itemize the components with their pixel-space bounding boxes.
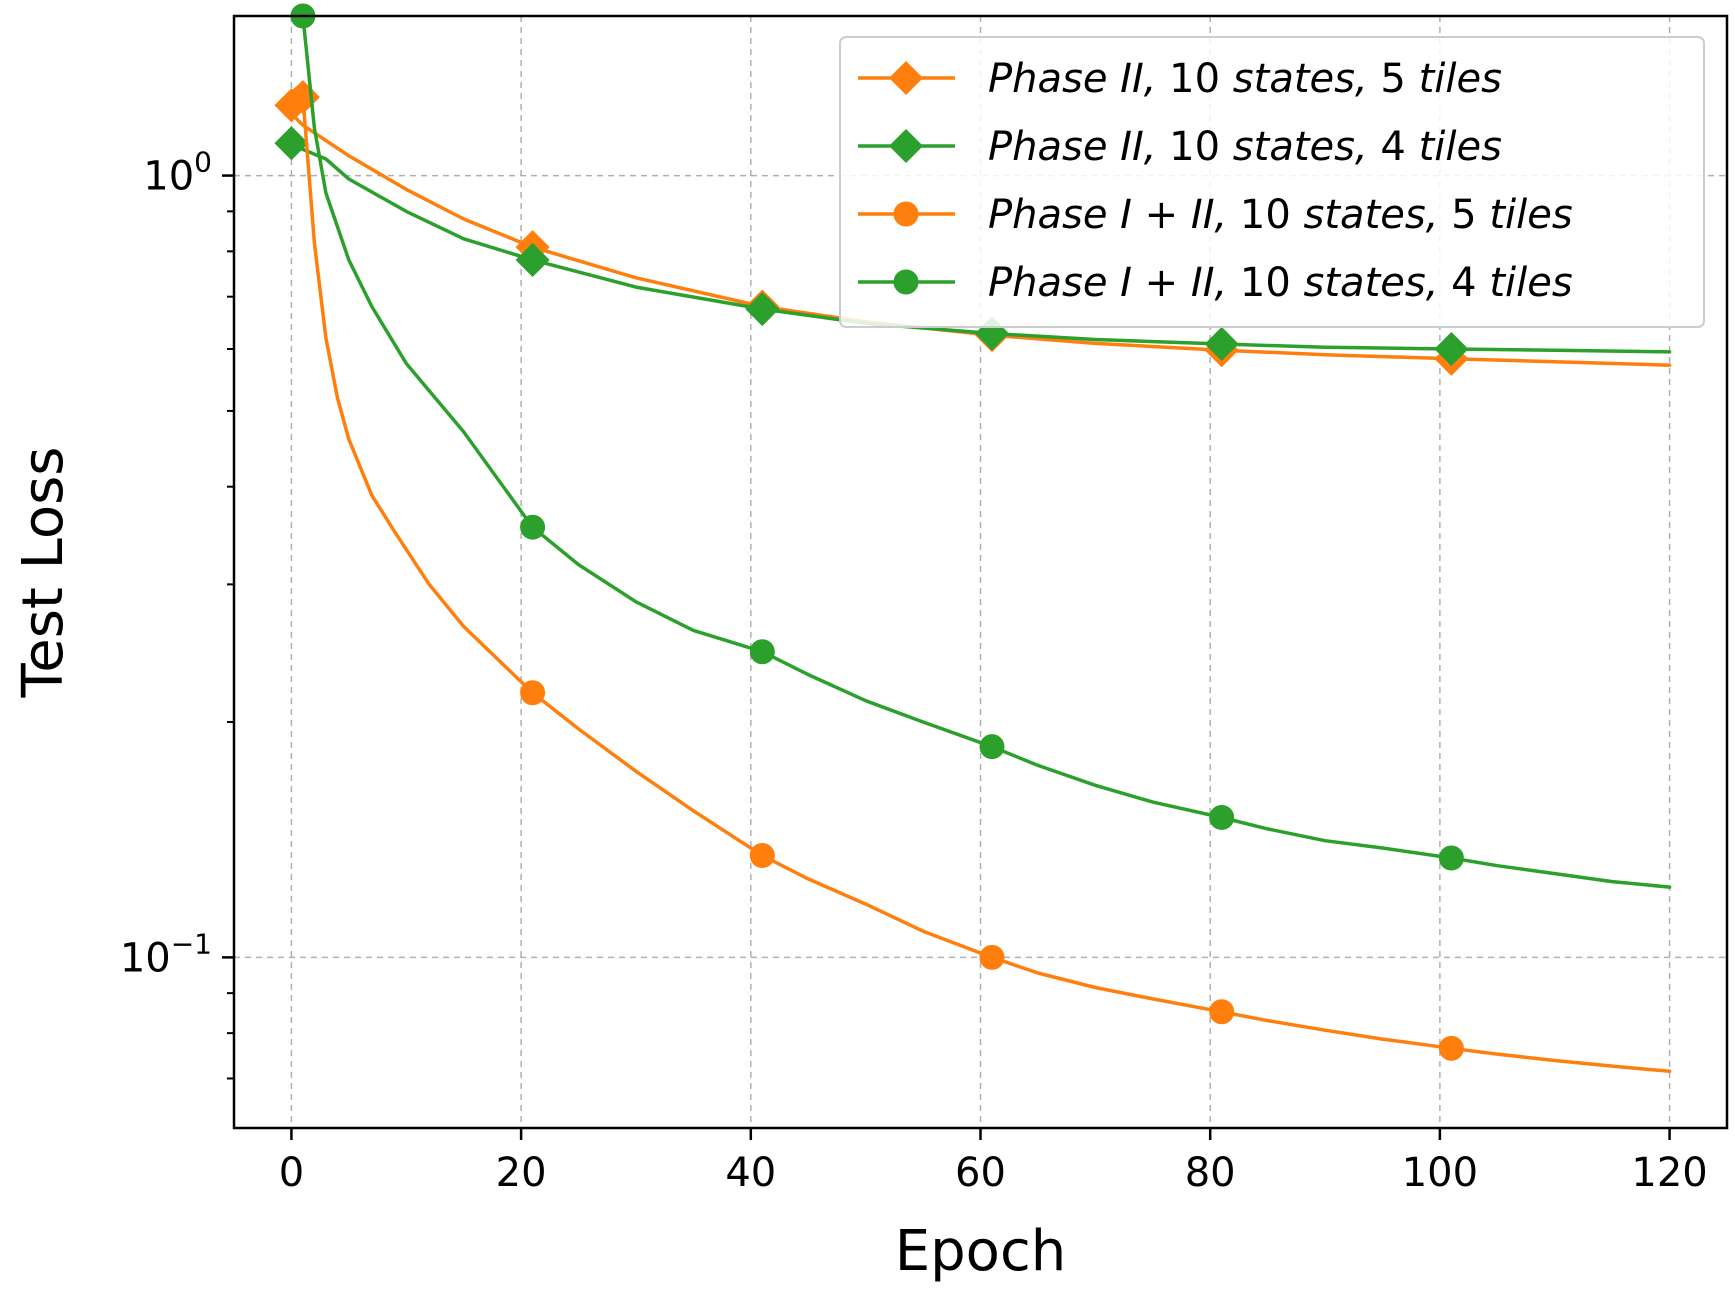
series-line [301, 14, 1672, 889]
legend-label-part: tiles [1419, 56, 1502, 102]
legend-label-part: 5 [1368, 56, 1419, 102]
legend-label: Phase II, 10 states, 5 tiles [988, 56, 1502, 102]
legend-marker-swatch [893, 201, 919, 227]
x-tick-label: 0 [279, 1150, 304, 1196]
legend-label-part: states, [1233, 56, 1368, 102]
y-tick-label-exponent: −1 [171, 927, 212, 960]
legend-label-part: tiles [1419, 124, 1502, 170]
legend-label-part: states, [1304, 192, 1439, 238]
x-tick-label: 80 [1185, 1150, 1236, 1196]
legend-label-part: 10 [1227, 192, 1303, 238]
legend-label-part: 10 [1227, 260, 1303, 306]
legend-label-part: tiles [1489, 192, 1572, 238]
x-tick-label: 20 [496, 1150, 547, 1196]
legend-label-part: 4 [1368, 124, 1419, 170]
legend-label-part: tiles [1489, 260, 1572, 306]
data-point [1438, 1035, 1464, 1061]
legend-label: Phase I + II, 10 states, 5 tiles [988, 192, 1573, 238]
data-point [1209, 999, 1235, 1025]
x-tick-label: 40 [725, 1150, 776, 1196]
data-point [749, 842, 775, 868]
y-tick-label-exponent: 0 [194, 146, 212, 179]
data-point [520, 680, 546, 706]
x-tick-label: 120 [1631, 1150, 1707, 1196]
series-group [274, 3, 1672, 1074]
data-point [745, 291, 780, 327]
data-point [520, 514, 546, 540]
y-tick-label-base: 10 [143, 154, 194, 200]
legend-label: Phase I + II, 10 states, 4 tiles [988, 260, 1573, 306]
series-line [301, 95, 1672, 1074]
x-axis-label: Epoch [895, 1219, 1066, 1284]
legend-item: Phase II, 10 states, 4 tiles [858, 124, 1502, 170]
data-point [1438, 845, 1464, 871]
x-tick-label: 100 [1402, 1150, 1478, 1196]
legend-label-part: 10 [1156, 56, 1232, 102]
data-point [515, 242, 550, 278]
legend-item: Phase II, 10 states, 5 tiles [858, 56, 1502, 102]
data-point [1209, 804, 1235, 830]
legend-marker-swatch [888, 60, 924, 96]
legend-label-part: 10 [1156, 124, 1232, 170]
legend-marker-swatch [888, 128, 924, 164]
data-point [1204, 326, 1239, 362]
legend-label: Phase II, 10 states, 4 tiles [988, 124, 1502, 170]
legend-item: Phase I + II, 10 states, 5 tiles [858, 192, 1573, 238]
legend-label-part: Phase II, [988, 56, 1156, 102]
legend-label-part: Phase I + II, [988, 260, 1227, 306]
legend-label-part: 4 [1438, 260, 1489, 306]
y-tick-label: 100 [143, 146, 212, 200]
legend-label-part: 5 [1438, 192, 1489, 238]
data-point [274, 126, 309, 161]
legend-marker-swatch [893, 269, 919, 295]
data-point [1434, 331, 1469, 367]
legend-label-part: states, [1304, 260, 1439, 306]
legend-box [839, 36, 1705, 328]
legend-label-part: states, [1233, 124, 1368, 170]
legend-label-part: Phase II, [988, 124, 1156, 170]
legend-label-part: Phase I + II, [988, 192, 1227, 238]
legend-item: Phase I + II, 10 states, 4 tiles [858, 260, 1573, 306]
y-tick-label: 10−1 [120, 927, 212, 981]
y-tick-label-base: 10 [120, 935, 171, 981]
series-line [289, 111, 1672, 367]
y-axis-label: Test Loss [11, 447, 76, 699]
data-point [979, 944, 1005, 970]
data-point [749, 639, 775, 665]
x-tick-label: 60 [955, 1150, 1006, 1196]
data-point [979, 734, 1005, 760]
